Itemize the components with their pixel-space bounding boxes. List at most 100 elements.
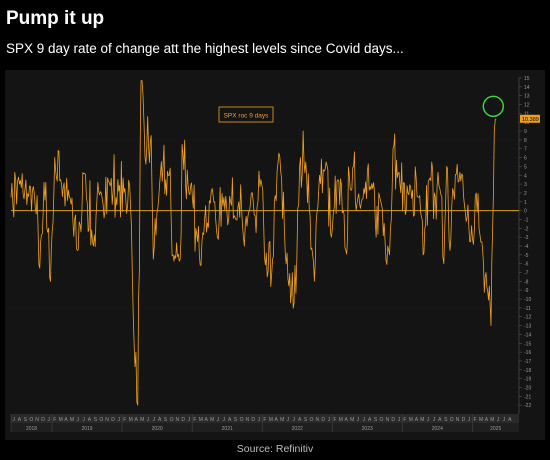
chart-title: Pump it up bbox=[6, 8, 105, 29]
y-tick-label: -4 bbox=[524, 244, 529, 250]
y-tick-label: -17 bbox=[524, 359, 531, 365]
y-tick-label: 12 bbox=[524, 103, 530, 109]
x-month-label: M bbox=[129, 417, 133, 423]
y-tick-label: 10 bbox=[524, 120, 530, 126]
y-tick-label: 3 bbox=[524, 182, 527, 188]
legend-box bbox=[218, 106, 274, 123]
x-month-label: M bbox=[350, 417, 354, 423]
y-tick-label: -13 bbox=[524, 324, 531, 330]
x-month-label: D bbox=[321, 417, 325, 423]
x-month-label: A bbox=[438, 417, 442, 423]
x-month-label: D bbox=[251, 417, 255, 423]
x-month-label: J bbox=[76, 417, 79, 423]
x-month-label: N bbox=[385, 417, 389, 423]
y-tick-label: -22 bbox=[524, 403, 531, 409]
y-tick-label: -5 bbox=[524, 253, 529, 259]
y-tick-label: 4 bbox=[524, 173, 527, 179]
x-month-label: A bbox=[18, 417, 22, 423]
y-tick-label: 8 bbox=[524, 138, 527, 144]
x-year-label: 2023 bbox=[362, 426, 373, 432]
x-month-label: J bbox=[433, 417, 436, 423]
y-tick-label: 2 bbox=[524, 191, 527, 197]
x-month-label: F bbox=[193, 417, 196, 423]
x-month-label: D bbox=[181, 417, 185, 423]
x-month-label: M bbox=[479, 417, 483, 423]
y-tick-label: -19 bbox=[524, 377, 531, 383]
x-month-label: D bbox=[41, 417, 45, 423]
x-month-label: J bbox=[48, 417, 51, 423]
x-month-label: D bbox=[391, 417, 395, 423]
x-month-label: O bbox=[450, 417, 454, 423]
source-note: Source: Refinitiv bbox=[236, 443, 314, 455]
y-tick-label: -12 bbox=[524, 315, 531, 321]
x-month-label: S bbox=[164, 417, 168, 423]
y-tick-label: 1 bbox=[524, 200, 527, 206]
x-month-label: A bbox=[158, 417, 162, 423]
y-tick-label: -10 bbox=[524, 297, 531, 303]
y-tick-label: -11 bbox=[524, 306, 531, 312]
x-year-label: 2019 bbox=[81, 426, 92, 432]
x-month-label: J bbox=[217, 417, 220, 423]
x-month-label: M bbox=[280, 417, 284, 423]
last-value-marker: 10.389 bbox=[520, 114, 540, 123]
x-month-label: S bbox=[444, 417, 448, 423]
y-tick-label: -1 bbox=[524, 217, 529, 223]
last-value-label: 10.389 bbox=[522, 117, 539, 123]
x-month-label: M bbox=[339, 417, 343, 423]
x-month-label: M bbox=[490, 417, 494, 423]
x-month-label: M bbox=[70, 417, 74, 423]
y-tick-label: 15 bbox=[524, 76, 530, 82]
x-month-label: A bbox=[275, 417, 279, 423]
x-month-label: F bbox=[123, 417, 126, 423]
x-month-label: M bbox=[420, 417, 424, 423]
x-month-label: J bbox=[153, 417, 156, 423]
last-value-box bbox=[520, 114, 540, 123]
x-month-label: S bbox=[374, 417, 378, 423]
x-month-label: F bbox=[403, 417, 406, 423]
x-month-label: D bbox=[462, 417, 466, 423]
y-axis: 1514131211109876543210-1-2-3-4-5-6-7-8-9… bbox=[518, 76, 531, 414]
y-tick-label: 7 bbox=[524, 147, 527, 153]
x-month-label: J bbox=[328, 417, 331, 423]
legend: SPX roc 9 days bbox=[218, 106, 274, 123]
y-tick-label: -8 bbox=[524, 279, 529, 285]
y-tick-label: 9 bbox=[524, 129, 527, 135]
y-tick-label: -21 bbox=[524, 394, 531, 400]
x-year-label: 2022 bbox=[292, 426, 303, 432]
x-month-label: J bbox=[497, 417, 500, 423]
y-tick-label: -6 bbox=[524, 262, 529, 268]
y-tick-label: -20 bbox=[524, 385, 531, 391]
x-year-label: 2025 bbox=[490, 426, 501, 432]
x-month-label: N bbox=[245, 417, 249, 423]
y-tick-label: -14 bbox=[524, 332, 531, 338]
legend-entry-spx-roc-9-days: SPX roc 9 days bbox=[224, 113, 270, 120]
y-tick-label: 11 bbox=[524, 111, 529, 117]
x-month-label: A bbox=[88, 417, 92, 423]
x-month-label: M bbox=[199, 417, 203, 423]
chart-subtitle: SPX 9 day rate of change att the highest… bbox=[6, 41, 404, 56]
x-month-label: N bbox=[35, 417, 39, 423]
x-month-label: J bbox=[293, 417, 296, 423]
x-month-label: J bbox=[188, 417, 191, 423]
x-month-label: J bbox=[503, 417, 506, 423]
month-band bbox=[11, 414, 519, 423]
x-month-label: A bbox=[368, 417, 372, 423]
x-month-label: N bbox=[315, 417, 319, 423]
series-line-spx-roc-9-days bbox=[10, 80, 497, 406]
x-month-label: J bbox=[287, 417, 290, 423]
x-month-label: J bbox=[468, 417, 471, 423]
x-month-label: M bbox=[409, 417, 413, 423]
y-tick-label: -18 bbox=[524, 368, 531, 374]
x-month-label: S bbox=[94, 417, 98, 423]
x-month-label: F bbox=[53, 417, 56, 423]
x-month-label: A bbox=[228, 417, 232, 423]
x-month-label: J bbox=[223, 417, 226, 423]
x-month-label: M bbox=[59, 417, 63, 423]
x-month-label: O bbox=[170, 417, 174, 423]
x-month-label: J bbox=[258, 417, 261, 423]
x-month-label: J bbox=[12, 417, 15, 423]
x-month-label: A bbox=[205, 417, 209, 423]
